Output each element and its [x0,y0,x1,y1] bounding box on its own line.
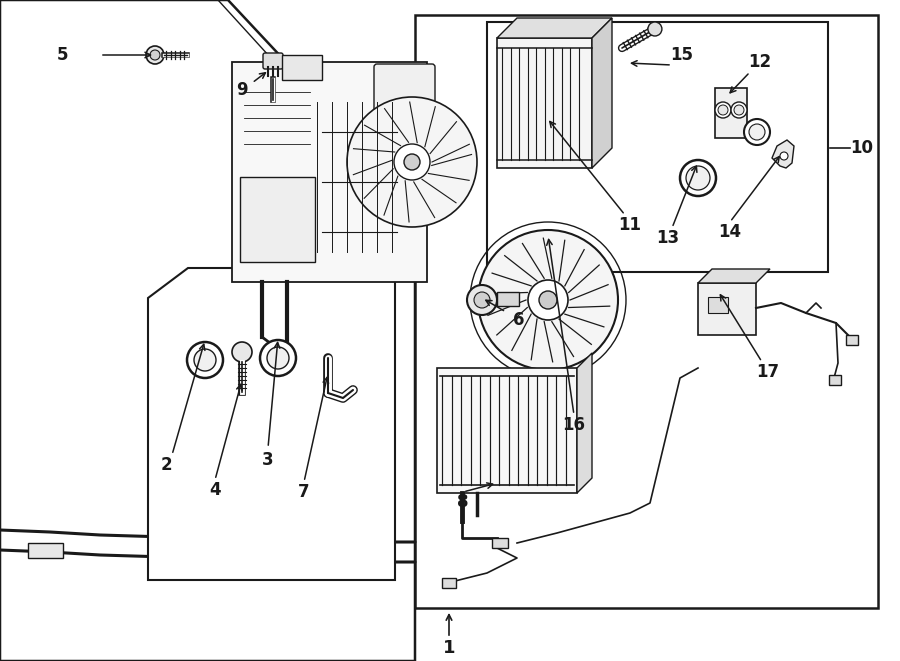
Bar [497,292,519,306]
Text: 8: 8 [457,493,469,511]
Text: 14: 14 [718,223,742,241]
Circle shape [232,342,252,362]
Bar [829,375,841,385]
Circle shape [734,105,744,115]
Text: 3: 3 [262,451,274,469]
Bar [492,538,508,548]
Text: 13: 13 [656,229,680,247]
Text: 1: 1 [443,639,455,657]
Circle shape [780,152,788,160]
FancyBboxPatch shape [263,53,283,69]
Text: 4: 4 [209,481,220,499]
Circle shape [539,291,557,309]
Bar [28,543,63,558]
Bar [442,578,456,588]
Circle shape [394,144,430,180]
Bar [715,88,747,138]
Bar [846,335,858,345]
FancyBboxPatch shape [374,64,435,115]
Text: 17: 17 [756,363,779,381]
Circle shape [347,97,477,227]
Text: 11: 11 [618,216,642,234]
Text: 16: 16 [562,416,586,434]
Polygon shape [0,0,415,661]
Circle shape [528,280,568,320]
Circle shape [749,124,765,140]
Polygon shape [698,269,770,283]
Bar [497,38,592,168]
Text: 15: 15 [670,46,694,64]
Circle shape [146,46,164,64]
Circle shape [744,119,770,145]
Circle shape [260,340,296,376]
Text: 6: 6 [513,311,525,329]
Bar [437,368,577,493]
Circle shape [404,154,420,170]
Bar [232,62,427,282]
Text: 7: 7 [298,483,310,501]
Polygon shape [577,353,592,493]
Text: 5: 5 [56,46,68,64]
Bar [240,177,315,262]
Circle shape [194,349,216,371]
Polygon shape [592,18,612,168]
Polygon shape [148,268,395,580]
Bar [282,55,322,80]
Polygon shape [772,140,794,168]
Bar [708,297,728,313]
Circle shape [686,166,710,190]
Circle shape [150,50,160,60]
Bar [698,283,756,335]
Circle shape [715,102,731,118]
Text: 10: 10 [850,139,874,157]
Circle shape [467,285,497,315]
Circle shape [474,292,490,308]
Text: 2: 2 [160,456,172,474]
Circle shape [718,105,728,115]
Bar [415,15,878,608]
Circle shape [478,230,618,370]
Text: 9: 9 [236,81,248,99]
Polygon shape [497,18,612,38]
Bar [487,22,828,272]
Text: 12: 12 [749,53,771,71]
Circle shape [648,22,662,36]
Circle shape [680,160,716,196]
Circle shape [187,342,223,378]
Circle shape [731,102,747,118]
Circle shape [267,347,289,369]
